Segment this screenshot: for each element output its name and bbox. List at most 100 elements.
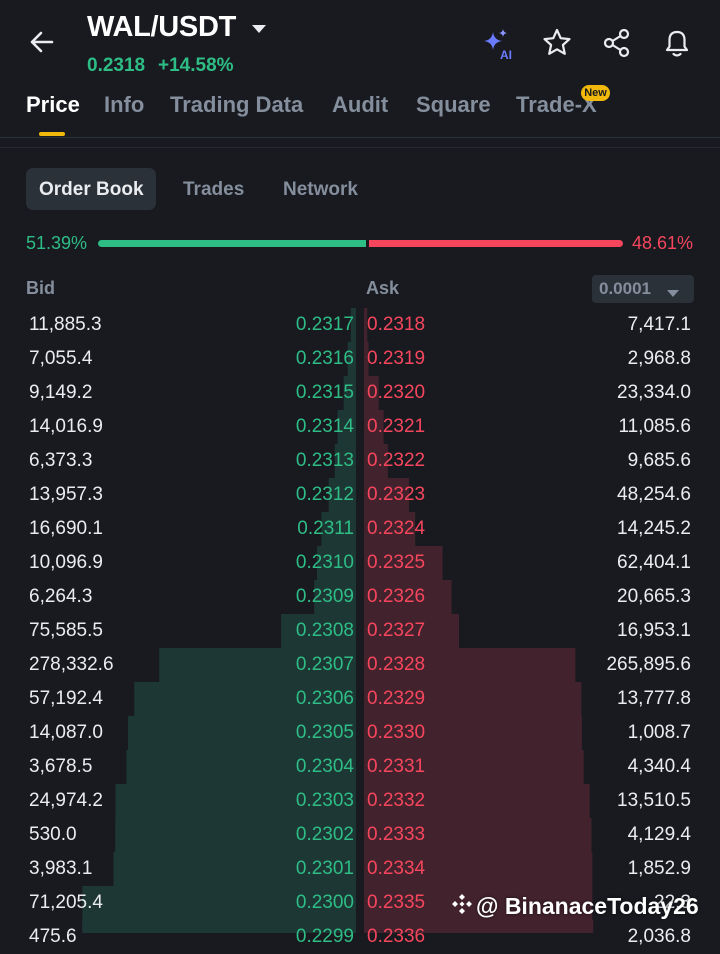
- bid-depth-bar: [82, 920, 357, 933]
- star-icon: [543, 28, 571, 55]
- bid-quantity: 11,885.3: [29, 314, 102, 335]
- arrow-left-icon: [30, 31, 54, 53]
- bid-ratio-bar: [98, 240, 366, 247]
- order-book-row[interactable]: 278,332.6 0.2307 0.2328 265,895.6: [0, 648, 720, 682]
- chevron-down-icon[interactable]: [667, 285, 679, 303]
- order-book-row[interactable]: 9,149.2 0.2315 0.2320 23,334.0: [0, 376, 720, 410]
- order-book-row[interactable]: 75,585.5 0.2308 0.2327 16,953.1: [0, 614, 720, 648]
- tab-square[interactable]: Square: [416, 92, 491, 117]
- bid-depth-bar: [316, 546, 356, 580]
- svg-text:AI: AI: [500, 48, 512, 61]
- ask-quantity: 23,334.0: [617, 382, 691, 403]
- bid-price: 0.2303: [295, 790, 354, 811]
- bid-price: 0.2314: [295, 416, 354, 437]
- share-button[interactable]: [601, 27, 633, 64]
- bid-depth-bar: [314, 580, 356, 614]
- ask-depth-bar: [364, 682, 582, 716]
- bid-depth-bar: [128, 716, 356, 750]
- bid-depth-bar: [115, 784, 357, 818]
- order-book-row[interactable]: 10,096.9 0.2310 0.2325 62,404.1: [0, 546, 720, 580]
- bid-price: 0.2317: [295, 314, 354, 335]
- ask-price: 0.2323: [367, 484, 426, 505]
- ai-button[interactable]: AI: [481, 27, 515, 66]
- bid-quantity: 530.0: [29, 824, 77, 845]
- bid-quantity: 75,585.5: [29, 620, 103, 641]
- precision-select[interactable]: [592, 275, 694, 303]
- pair-title[interactable]: WAL/USDT: [87, 11, 237, 43]
- favorite-button[interactable]: [541, 27, 573, 64]
- bid-depth-bar: [334, 444, 356, 478]
- bid-quantity: 9,149.2: [29, 382, 93, 403]
- ask-price: 0.2324: [367, 518, 426, 539]
- order-book-row[interactable]: 475.6 0.2299 0.2336 2,036.8: [0, 920, 720, 954]
- bid-quantity: 57,192.4: [29, 688, 103, 709]
- bid-depth-bar: [281, 614, 356, 648]
- ask-depth-bar: [364, 886, 593, 920]
- ask-quantity: 13,777.8: [617, 688, 691, 709]
- bid-depth-bar: [82, 886, 356, 920]
- bid-price: 0.2315: [295, 382, 354, 403]
- tab-trading-data[interactable]: Trading Data: [170, 92, 304, 117]
- order-book-row[interactable]: 24,974.2 0.2303 0.2332 13,510.5: [0, 784, 720, 818]
- ask-quantity: 265,895.6: [606, 654, 691, 675]
- bid-quantity: 13,957.3: [29, 484, 103, 505]
- bell-icon: [665, 30, 689, 57]
- bid-price: 0.2308: [295, 620, 354, 641]
- order-book-row[interactable]: 14,087.0 0.2305 0.2330 1,008.7: [0, 716, 720, 750]
- bid-quantity: 278,332.6: [29, 654, 114, 675]
- ask-quantity: 4,129.4: [627, 824, 691, 845]
- ask-quantity: 48,254.6: [617, 484, 691, 505]
- bid-quantity: 7,055.4: [29, 348, 93, 369]
- order-book-row[interactable]: 14,016.9 0.2314 0.2321 11,085.6: [0, 410, 720, 444]
- ask-ratio-bar: [369, 240, 623, 247]
- bid-quantity: 6,373.3: [29, 450, 93, 471]
- order-book-row[interactable]: 3,678.5 0.2304 0.2331 4,340.4: [0, 750, 720, 784]
- bid-column-header: Bid: [26, 278, 55, 298]
- order-book-row[interactable]: 16,690.1 0.2311 0.2324 14,245.2: [0, 512, 720, 546]
- order-book-row[interactable]: 6,373.3 0.2313 0.2322 9,685.6: [0, 444, 720, 478]
- subtab-network[interactable]: Network: [283, 179, 358, 200]
- bid-depth-bar: [343, 376, 356, 410]
- ask-quantity: 7,417.1: [627, 314, 691, 335]
- caret-down-icon[interactable]: [251, 22, 267, 40]
- ask-price: 0.2330: [367, 722, 426, 743]
- subtab-trades[interactable]: Trades: [183, 179, 245, 200]
- bid-price: 0.2312: [295, 484, 354, 505]
- bid-price: 0.2304: [295, 756, 354, 777]
- order-book-row[interactable]: 71,205.4 0.2300 0.2335 22.3: [0, 886, 720, 920]
- bid-depth-bar: [321, 512, 356, 546]
- ask-depth-bar: [364, 410, 384, 444]
- watermark-text: @ BinanaceToday26: [476, 893, 699, 919]
- back-button[interactable]: [26, 26, 58, 58]
- alert-button[interactable]: [661, 27, 693, 64]
- order-book-row[interactable]: 13,957.3 0.2312 0.2323 48,254.6: [0, 478, 720, 512]
- bid-depth-bar: [337, 410, 356, 444]
- subtab-order-book[interactable]: Order Book: [39, 179, 144, 200]
- bid-price: 0.2309: [295, 586, 354, 607]
- order-book-row[interactable]: 7,055.4 0.2316 0.2319 2,968.8: [0, 342, 720, 376]
- bid-price: 0.2302: [295, 824, 354, 845]
- share-icon: [603, 28, 630, 58]
- ask-quantity: 9,685.6: [627, 450, 691, 471]
- order-book-row[interactable]: 6,264.3 0.2309 0.2326 20,665.3: [0, 580, 720, 614]
- tab-info[interactable]: Info: [104, 92, 145, 117]
- ask-quantity: 62,404.1: [617, 552, 691, 573]
- binance-logo-icon: [452, 894, 472, 914]
- ask-depth-bar: [364, 342, 369, 376]
- ask-price: 0.2320: [367, 382, 426, 403]
- ask-price: 0.2318: [367, 314, 426, 335]
- ask-depth-bar: [364, 920, 594, 933]
- ask-price: 0.2327: [367, 620, 426, 641]
- order-book-row[interactable]: 11,885.3 0.2317 0.2318 7,417.1: [0, 308, 720, 342]
- order-book-row[interactable]: 530.0 0.2302 0.2333 4,129.4: [0, 818, 720, 852]
- ask-depth-bar: [364, 444, 388, 478]
- order-book-row[interactable]: 3,983.1 0.2301 0.2334 1,852.9: [0, 852, 720, 886]
- tab-price[interactable]: Price: [26, 92, 80, 117]
- order-book-row[interactable]: 57,192.4 0.2306 0.2329 13,777.8: [0, 682, 720, 716]
- bid-price: 0.2306: [295, 688, 354, 709]
- tab-audit[interactable]: Audit: [332, 92, 389, 117]
- bid-price: 0.2313: [295, 450, 354, 471]
- precision-value[interactable]: 0.0001: [599, 279, 651, 298]
- bid-depth-bar: [328, 478, 356, 512]
- bid-price: 0.2307: [295, 654, 354, 675]
